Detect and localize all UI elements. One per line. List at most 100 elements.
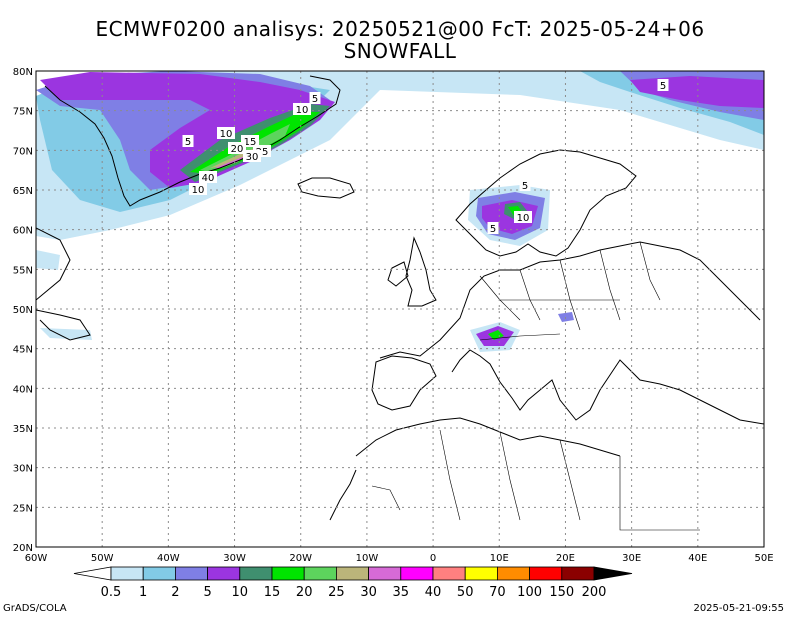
legend-label: 40 <box>425 585 442 600</box>
lon-tick-label: 60W <box>25 553 48 564</box>
lat-tick-label: 35N <box>13 424 33 435</box>
legend-swatch <box>303 566 337 581</box>
lat-tick-label: 55N <box>13 265 33 276</box>
svg-text:10: 10 <box>192 185 205 196</box>
legend-swatch <box>432 566 466 581</box>
lat-tick-label: 50N <box>13 305 33 316</box>
contour-label: 5 <box>309 92 321 105</box>
legend-swatch <box>561 566 595 581</box>
legend-label: 30 <box>360 585 377 600</box>
greenland-coast <box>44 75 341 207</box>
legend-label: 100 <box>517 585 542 600</box>
borders <box>371 241 700 531</box>
lat-tick-label: 60N <box>13 226 33 237</box>
legend-label: 200 <box>582 585 607 600</box>
legend-label: 5 <box>203 585 211 600</box>
contour-label: 5 <box>519 179 531 192</box>
lon-tick-label: 50E <box>754 553 773 564</box>
svg-text:5: 5 <box>185 137 191 148</box>
iceland-coast <box>297 177 355 199</box>
legend-swatch <box>207 566 241 581</box>
legend-swatch <box>464 566 498 581</box>
lat-axis-labels: 20N 25N 30N 35N 40N 45N 50N 55N 60N 65N 70N 75N 80N <box>13 67 33 554</box>
svg-text:15: 15 <box>244 137 257 148</box>
svg-text:25: 25 <box>256 147 269 158</box>
contour-label: 40 <box>199 171 217 184</box>
contour-label: 5 <box>487 222 499 235</box>
legend-label: 2 <box>171 585 179 600</box>
britain-coast <box>387 236 437 307</box>
legend-label: 15 <box>264 585 281 600</box>
svg-text:5: 5 <box>522 181 528 192</box>
snow-area-pink <box>215 156 245 168</box>
map-title: ECMWF0200 analisys: 20250521@00 FcT: 202… <box>95 17 705 41</box>
lat-tick-label: 25N <box>13 503 33 514</box>
gridlines <box>36 71 764 547</box>
svg-text:10: 10 <box>296 105 309 116</box>
lon-tick-label: 10W <box>356 553 379 564</box>
lat-tick-label: 70N <box>13 146 33 157</box>
legend-arrow-high <box>593 566 633 581</box>
color-legend: 0.5 1 2 5 10 15 20 25 30 35 40 50 70 100 150 200 <box>73 566 633 600</box>
svg-text:5: 5 <box>660 81 666 92</box>
scandinavia-coast <box>455 149 637 257</box>
legend-swatch <box>271 566 305 581</box>
contour-label: 10 <box>293 103 311 116</box>
lon-tick-label: 20E <box>556 553 575 564</box>
legend-swatch <box>368 566 402 581</box>
legend-label: 70 <box>489 585 506 600</box>
canada-coast <box>36 227 91 341</box>
svg-text:5: 5 <box>312 94 318 105</box>
svg-text:10: 10 <box>220 129 233 140</box>
snowfall-field <box>36 71 764 352</box>
contour-label: 10 <box>217 127 235 140</box>
lon-tick-label: 30E <box>622 553 641 564</box>
svg-text:20: 20 <box>231 144 244 155</box>
svg-text:30: 30 <box>246 152 259 163</box>
svg-text:5: 5 <box>490 224 496 235</box>
lat-tick-label: 20N <box>13 543 33 554</box>
svg-text:40: 40 <box>202 173 215 184</box>
legend-swatch <box>529 566 563 581</box>
legend-swatch <box>110 566 144 581</box>
legend-label: 10 <box>232 585 249 600</box>
contour-label: 5 <box>657 79 669 92</box>
snow-area-tatra <box>558 312 574 322</box>
contour-label: 30 <box>243 150 261 163</box>
legend-swatch <box>239 566 273 581</box>
lat-tick-label: 40N <box>13 384 33 395</box>
legend-label: 35 <box>393 585 410 600</box>
lon-tick-label: 40E <box>688 553 707 564</box>
lon-tick-label: 20W <box>289 553 312 564</box>
legend-swatch <box>400 566 434 581</box>
lat-tick-label: 65N <box>13 186 33 197</box>
contour-label: 10 <box>514 211 532 224</box>
legend-label: 50 <box>457 585 474 600</box>
lon-tick-label: 50W <box>91 553 114 564</box>
lat-tick-label: 45N <box>13 345 33 356</box>
iberia-coast <box>371 355 437 411</box>
svg-text:10: 10 <box>517 213 530 224</box>
legend-swatch <box>496 566 530 581</box>
africa-coast <box>329 417 621 521</box>
contour-label: 10 <box>189 183 207 196</box>
legend-label: 0.5 <box>101 585 122 600</box>
snow-area-labrador <box>36 250 60 270</box>
footer-credit: GrADS/COLA <box>3 603 67 614</box>
lat-tick-label: 75N <box>13 107 33 118</box>
lon-tick-label: 30W <box>223 553 246 564</box>
legend-swatch <box>174 566 208 581</box>
coastlines <box>36 75 764 521</box>
legend-label: 20 <box>296 585 313 600</box>
lon-axis-labels: 60W 50W 40W 30W 20W 10W 0 10E 20E 30E 40E 50E <box>25 553 774 564</box>
map-subtitle: SNOWFALL <box>343 39 457 63</box>
legend-label: 25 <box>328 585 345 600</box>
snow-area-alps-green <box>488 330 504 340</box>
snow-area-purple <box>40 72 335 188</box>
plot-frame <box>35 70 765 548</box>
legend-swatch <box>142 566 176 581</box>
lat-tick-label: 80N <box>13 67 33 78</box>
legend-label: 150 <box>549 585 574 600</box>
